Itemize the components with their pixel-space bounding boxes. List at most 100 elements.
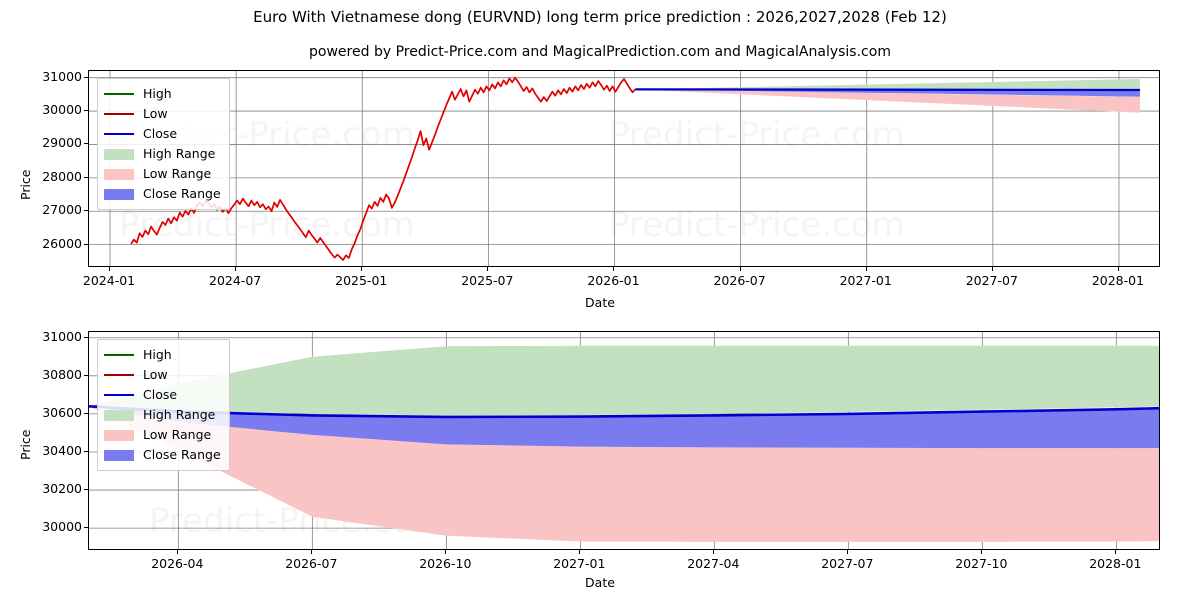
x-tick-label: 2028-01 bbox=[1091, 273, 1145, 288]
y-tick-mark bbox=[84, 110, 88, 112]
bottom-chart-legend[interactable]: High Low Close High Range Low Range Close Ran… bbox=[97, 339, 230, 471]
x-tick-label: 2024-07 bbox=[209, 273, 262, 288]
legend-item-close-range[interactable]: Close Range bbox=[104, 445, 221, 465]
x-tick-mark bbox=[1117, 267, 1119, 271]
x-tick-mark bbox=[579, 550, 581, 554]
legend-patch-swatch-icon bbox=[104, 429, 134, 441]
legend-line-swatch-icon bbox=[104, 108, 134, 120]
legend-item-high-range[interactable]: High Range bbox=[104, 144, 221, 164]
legend-item-label: Close Range bbox=[143, 447, 221, 462]
y-tick-mark bbox=[84, 336, 88, 338]
x-tick-mark bbox=[487, 267, 489, 271]
legend-item-close[interactable]: Close bbox=[104, 385, 221, 405]
legend-item-low[interactable]: Low bbox=[104, 365, 221, 385]
x-tick-label: 2027-01 bbox=[839, 273, 892, 288]
y-tick-label: 30600 bbox=[42, 404, 82, 420]
legend-item-high-range[interactable]: High Range bbox=[104, 405, 221, 425]
bottom-chart-panel: Price 30000 30200 30400 30600 30800 31000 202… bbox=[0, 320, 1200, 600]
top-chart-panel: Price 26000 27000 28000 29000 30000 31000 202… bbox=[18, 69, 1160, 310]
bottom-chart-plot-area: Predict-Price.comPredict-Price.comPredic… bbox=[88, 331, 1160, 550]
y-tick-mark bbox=[84, 243, 88, 245]
bottom-chart-canvas: Predict-Price.comPredict-Price.comPredic… bbox=[89, 332, 1159, 549]
y-tick-mark bbox=[84, 210, 88, 212]
x-tick-label: 2027-10 bbox=[955, 556, 1008, 571]
x-tick-mark bbox=[991, 267, 993, 271]
x-tick-label: 2026-10 bbox=[419, 556, 472, 571]
x-tick-label: 2028-01 bbox=[1089, 556, 1142, 571]
grid-lines bbox=[89, 71, 1159, 266]
legend-item-label: Close Range bbox=[143, 186, 221, 201]
legend-item-label: Low bbox=[143, 106, 168, 121]
x-tick-mark bbox=[981, 550, 983, 554]
x-tick-mark bbox=[177, 550, 179, 554]
y-tick-mark bbox=[84, 374, 88, 376]
y-tick-label: 28000 bbox=[42, 168, 82, 184]
legend-item-low-range[interactable]: Low Range bbox=[104, 164, 221, 184]
legend-line-swatch-icon bbox=[104, 349, 134, 361]
y-tick-mark bbox=[84, 450, 88, 452]
legend-item-label: Low Range bbox=[143, 427, 212, 442]
x-tick-mark bbox=[713, 550, 715, 554]
x-tick-label: 2027-04 bbox=[687, 556, 740, 571]
x-tick-mark bbox=[865, 267, 867, 271]
legend-patch-swatch-icon bbox=[104, 148, 134, 160]
x-tick-label: 2026-07 bbox=[285, 556, 338, 571]
legend-item-low[interactable]: Low bbox=[104, 104, 221, 124]
y-tick-label: 29000 bbox=[42, 135, 82, 151]
legend-line-swatch-icon bbox=[104, 369, 134, 381]
legend-item-label: Low Range bbox=[143, 166, 212, 181]
watermark-group: Predict-Price.com Predict-Price.com Predic… bbox=[119, 115, 905, 245]
y-tick-label: 26000 bbox=[42, 235, 82, 251]
y-tick-mark bbox=[84, 143, 88, 145]
y-tick-label: 30800 bbox=[42, 366, 82, 382]
legend-item-label: High bbox=[143, 86, 172, 101]
high-range-band bbox=[635, 79, 1140, 90]
legend-patch-swatch-icon bbox=[104, 168, 134, 180]
top-chart-canvas: Predict-Price.com Predict-Price.com Predic… bbox=[89, 71, 1159, 266]
watermark-text: Predict-Price.com bbox=[119, 205, 415, 245]
legend-item-close-range[interactable]: Close Range bbox=[104, 184, 221, 204]
x-tick-label: 2027-07 bbox=[965, 273, 1018, 288]
watermark-text: Predict-Price.com bbox=[609, 205, 905, 245]
x-tick-label: 2026-04 bbox=[151, 556, 204, 571]
legend-item-high[interactable]: High bbox=[104, 345, 221, 365]
x-tick-label: 2027-01 bbox=[553, 556, 606, 571]
legend-item-low-range[interactable]: Low Range bbox=[104, 425, 221, 445]
legend-patch-swatch-icon bbox=[104, 188, 134, 200]
x-tick-mark bbox=[1115, 550, 1117, 554]
top-chart-plot-area: Predict-Price.com Predict-Price.com Predic… bbox=[88, 70, 1160, 267]
x-tick-mark bbox=[235, 267, 237, 271]
forecast-close-line bbox=[635, 88, 1140, 92]
close-range-band bbox=[635, 89, 1140, 97]
close-line bbox=[89, 404, 1159, 419]
legend-item-label: High Range bbox=[143, 407, 216, 422]
legend-item-label: High Range bbox=[143, 146, 216, 161]
y-tick-label: 31000 bbox=[42, 328, 82, 344]
low-range-band bbox=[89, 406, 1159, 542]
bottom-chart-x-axis-label: Date bbox=[585, 575, 615, 590]
y-tick-mark bbox=[84, 412, 88, 414]
x-tick-label: 2025-07 bbox=[461, 273, 514, 288]
legend-line-swatch-icon bbox=[104, 88, 134, 100]
watermark-text: Predict-Price.com bbox=[609, 115, 905, 155]
legend-item-label: High bbox=[143, 347, 172, 362]
legend-item-high[interactable]: High bbox=[104, 84, 221, 104]
legend-patch-swatch-icon bbox=[104, 449, 134, 461]
top-chart-legend[interactable]: High Low Close High Range Low Range Close Ran… bbox=[97, 78, 230, 210]
y-tick-label: 30000 bbox=[42, 102, 82, 118]
page-subtitle: powered by Predict-Price.com and Magical… bbox=[309, 44, 891, 60]
x-tick-mark bbox=[109, 267, 111, 271]
legend-item-close[interactable]: Close bbox=[104, 124, 221, 144]
x-tick-label: 2026-01 bbox=[587, 273, 640, 288]
x-tick-mark bbox=[613, 267, 615, 271]
x-tick-label: 2025-01 bbox=[335, 273, 388, 288]
y-tick-mark bbox=[84, 527, 88, 529]
y-tick-label: 30400 bbox=[42, 442, 82, 458]
legend-patch-swatch-icon bbox=[104, 409, 134, 421]
y-tick-label: 27000 bbox=[42, 202, 82, 218]
x-tick-mark bbox=[311, 550, 313, 554]
high-range-band bbox=[89, 345, 1159, 416]
top-chart-x-axis-label: Date bbox=[585, 295, 615, 310]
legend-item-label: Close bbox=[143, 387, 178, 402]
